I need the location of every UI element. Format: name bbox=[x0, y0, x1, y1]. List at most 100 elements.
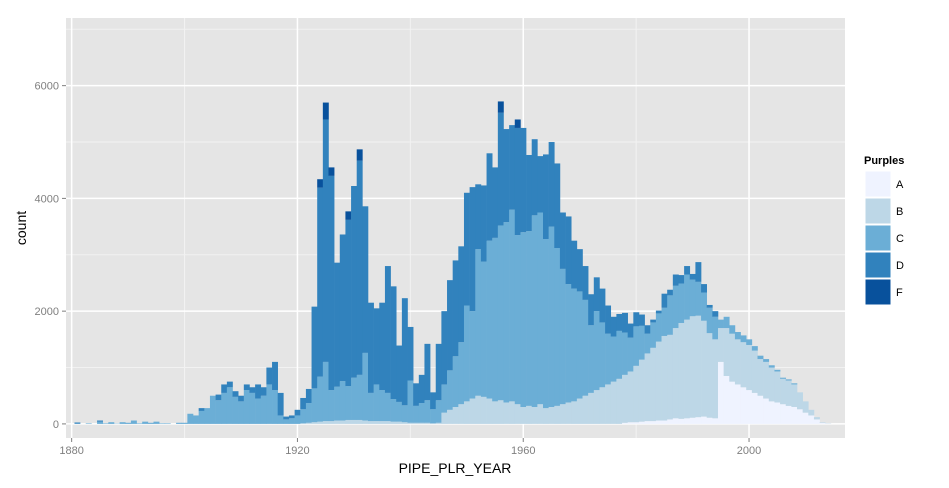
bar-segment-c bbox=[543, 238, 549, 409]
bar-segment-d bbox=[328, 175, 335, 391]
bar-segment-b bbox=[362, 420, 369, 424]
bar-segment-b bbox=[655, 341, 662, 421]
bar-segment-c bbox=[746, 339, 753, 345]
x-axis-ticks: 1880 1920 1960 2000 bbox=[59, 438, 761, 457]
bar-segment-a bbox=[661, 420, 668, 424]
bar-segment-d bbox=[407, 326, 414, 381]
bar-segment-c bbox=[351, 377, 358, 420]
bar-segment-b bbox=[565, 402, 572, 424]
bar-segment-b bbox=[492, 401, 499, 424]
bar-segment-d bbox=[435, 343, 442, 401]
bar-segment-c bbox=[373, 384, 380, 422]
bar-segment-b bbox=[695, 315, 702, 418]
bar-segment-c bbox=[785, 379, 792, 381]
bar-segment-b bbox=[435, 422, 442, 424]
bar-segment-a bbox=[672, 418, 679, 424]
bar-segment-c bbox=[633, 326, 640, 366]
bar-segment-b bbox=[407, 422, 414, 424]
bar-segment-b bbox=[701, 320, 707, 417]
bar-segment-b bbox=[503, 402, 510, 424]
bar-segment-b bbox=[723, 328, 730, 376]
bar-segment-b bbox=[396, 421, 403, 424]
bar-segment-b bbox=[576, 398, 583, 424]
bar-segment-c bbox=[277, 415, 284, 424]
bar-segment-d bbox=[701, 284, 707, 293]
bar-segment-c bbox=[503, 222, 510, 403]
bar-segment-c bbox=[130, 420, 137, 424]
bar-segment-b bbox=[712, 339, 719, 419]
bar-segment-d bbox=[356, 160, 363, 375]
bar-segment-c bbox=[356, 374, 363, 420]
bar-segment-d bbox=[655, 310, 662, 314]
bar-segment-b bbox=[638, 359, 645, 422]
bar-segment-c bbox=[164, 423, 171, 424]
bar-segment-a bbox=[763, 398, 770, 424]
bar-segment-b bbox=[447, 409, 453, 424]
bar-segment-b bbox=[588, 392, 595, 424]
bar-segment-a bbox=[768, 401, 775, 424]
bar-segment-c bbox=[181, 422, 188, 424]
bar-segment-d bbox=[661, 293, 668, 308]
bar-segment-b bbox=[599, 387, 606, 424]
bar-segment-c bbox=[588, 325, 595, 393]
bar-segment-c bbox=[458, 342, 465, 405]
bar-segment-d bbox=[441, 311, 448, 385]
bar-segment-b bbox=[780, 378, 787, 405]
bar-segment-d bbox=[689, 273, 696, 280]
bar-segment-b bbox=[774, 371, 781, 403]
bar-segment-b bbox=[424, 422, 431, 424]
bar-segment-b bbox=[311, 422, 318, 424]
bar-segment-c bbox=[238, 401, 245, 424]
y-axis-ticks: 0 2000 4000 6000 bbox=[35, 81, 66, 431]
bar-segment-c bbox=[627, 337, 634, 372]
legend-key-c bbox=[864, 224, 892, 252]
bar-segment-c bbox=[390, 399, 397, 422]
bar-segment-c bbox=[599, 322, 606, 388]
bar-segment-a bbox=[684, 418, 691, 424]
bar-segment-f bbox=[322, 102, 329, 120]
bar-segment-a bbox=[751, 392, 758, 424]
bar-segment-d bbox=[300, 397, 307, 410]
bar-segment-a bbox=[701, 416, 707, 424]
bar-segment-c bbox=[176, 422, 183, 424]
bar-segment-c bbox=[435, 400, 442, 423]
bar-segment-c bbox=[424, 400, 431, 423]
bar-segment-c bbox=[605, 333, 612, 385]
bar-segment-c bbox=[413, 405, 420, 423]
bar-segment-c bbox=[531, 215, 538, 407]
bar-segment-c bbox=[255, 398, 262, 424]
bar-segment-b bbox=[593, 390, 600, 424]
bar-segment-c bbox=[305, 403, 312, 423]
bar-segment-b bbox=[808, 409, 815, 416]
bar-segment-d bbox=[486, 153, 493, 241]
bar-segment-f bbox=[497, 101, 504, 113]
bar-segment-c bbox=[520, 232, 527, 407]
bar-segment-b bbox=[531, 406, 538, 424]
bar-segment-d bbox=[627, 323, 634, 338]
bar-segment-a bbox=[723, 375, 730, 424]
bar-segment-b bbox=[740, 342, 747, 388]
bar-segment-d bbox=[492, 167, 499, 238]
bar-segment-c bbox=[153, 421, 160, 424]
bar-segment-d bbox=[605, 305, 612, 334]
bar-segment-c bbox=[768, 365, 775, 368]
bar-segment-c bbox=[695, 281, 702, 316]
bar-segment-c bbox=[159, 423, 166, 424]
bar-segment-d bbox=[384, 266, 391, 393]
bar-segment-c bbox=[593, 311, 600, 391]
bar-segment-c bbox=[362, 352, 369, 421]
bar-segment-d bbox=[537, 156, 544, 213]
bar-segment-c bbox=[509, 209, 516, 402]
bar-segment-d bbox=[226, 381, 233, 388]
bar-segment-d bbox=[565, 216, 572, 285]
bar-segment-b bbox=[514, 404, 521, 424]
legend-key-a bbox=[864, 170, 892, 198]
bar-segment-c bbox=[565, 284, 572, 403]
bar-segment-c bbox=[396, 401, 403, 422]
bar-segment-a bbox=[650, 421, 657, 424]
y-tick-label: 2000 bbox=[35, 306, 59, 318]
bar-segment-a bbox=[734, 384, 741, 424]
bar-segment-d bbox=[543, 154, 549, 239]
bar-segment-d bbox=[554, 163, 561, 249]
bar-segment-d bbox=[260, 387, 267, 396]
